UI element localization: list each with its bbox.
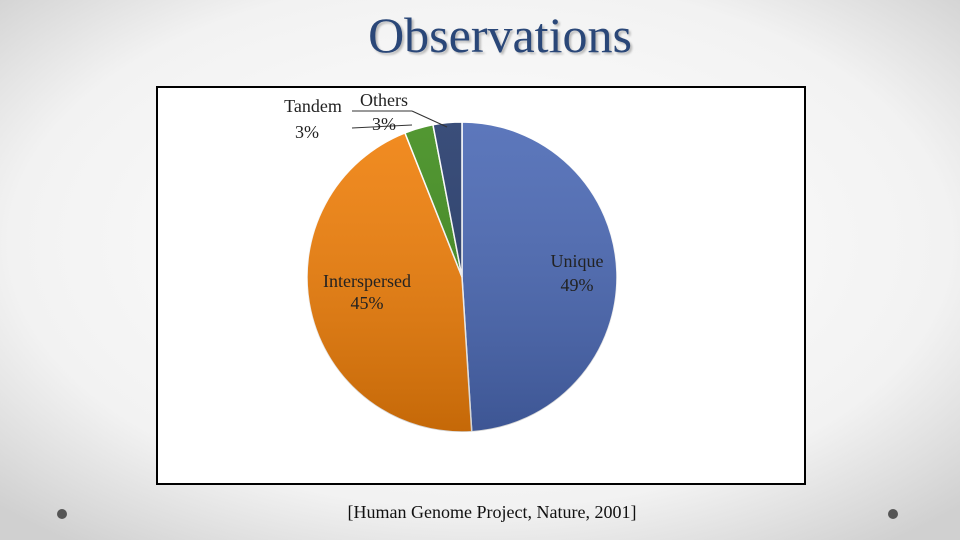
slice-name: Unique xyxy=(551,251,604,271)
slice-name: Interspersed xyxy=(323,271,411,291)
source-citation: [Human Genome Project, Nature, 2001] xyxy=(348,502,637,522)
decoration-dot xyxy=(888,509,898,519)
slice-name: Others xyxy=(360,90,408,110)
slice-value: 49% xyxy=(561,275,594,295)
leader-line xyxy=(351,124,413,129)
slice-value: 3% xyxy=(295,122,319,142)
leader-line xyxy=(411,110,448,128)
slice-name: Tandem xyxy=(284,96,342,116)
slice-value: 3% xyxy=(372,114,396,134)
slice-value: 45% xyxy=(351,293,384,313)
decoration-dot xyxy=(57,509,67,519)
slide-title: Observations xyxy=(368,7,632,63)
